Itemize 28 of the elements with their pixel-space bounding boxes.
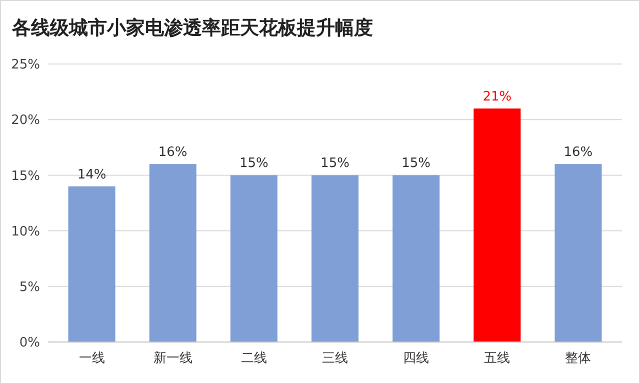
bar bbox=[68, 186, 116, 342]
data-label: 16% bbox=[564, 145, 593, 160]
chart-title: 各线级城市小家电渗透率距天花板提升幅度 bbox=[11, 17, 373, 39]
data-label: 15% bbox=[239, 156, 268, 172]
x-tick-label: 四线 bbox=[403, 351, 430, 366]
x-tick-label: 新一线 bbox=[153, 351, 192, 366]
bar bbox=[149, 164, 196, 342]
bar bbox=[230, 175, 278, 342]
y-tick-label: 0% bbox=[19, 336, 40, 351]
bar bbox=[554, 164, 602, 342]
y-tick-label: 5% bbox=[19, 280, 40, 295]
y-tick-label: 20% bbox=[11, 113, 40, 128]
bar bbox=[474, 108, 521, 342]
bar bbox=[392, 175, 440, 342]
bar bbox=[311, 175, 359, 342]
y-tick-label: 15% bbox=[11, 168, 40, 184]
y-tick-label: 25% bbox=[11, 58, 40, 73]
data-label: 15% bbox=[402, 156, 431, 172]
data-label: 16% bbox=[158, 145, 188, 160]
y-tick-label: 10% bbox=[11, 224, 40, 240]
x-tick-label: 二线 bbox=[240, 351, 267, 366]
data-label: 21% bbox=[482, 89, 512, 104]
x-tick-label: 一线 bbox=[78, 351, 105, 366]
x-tick-label: 整体 bbox=[565, 351, 592, 366]
data-label: 14% bbox=[77, 167, 106, 182]
x-tick-label: 三线 bbox=[322, 351, 348, 366]
data-label: 15% bbox=[320, 156, 350, 172]
x-tick-label: 五线 bbox=[484, 351, 510, 366]
